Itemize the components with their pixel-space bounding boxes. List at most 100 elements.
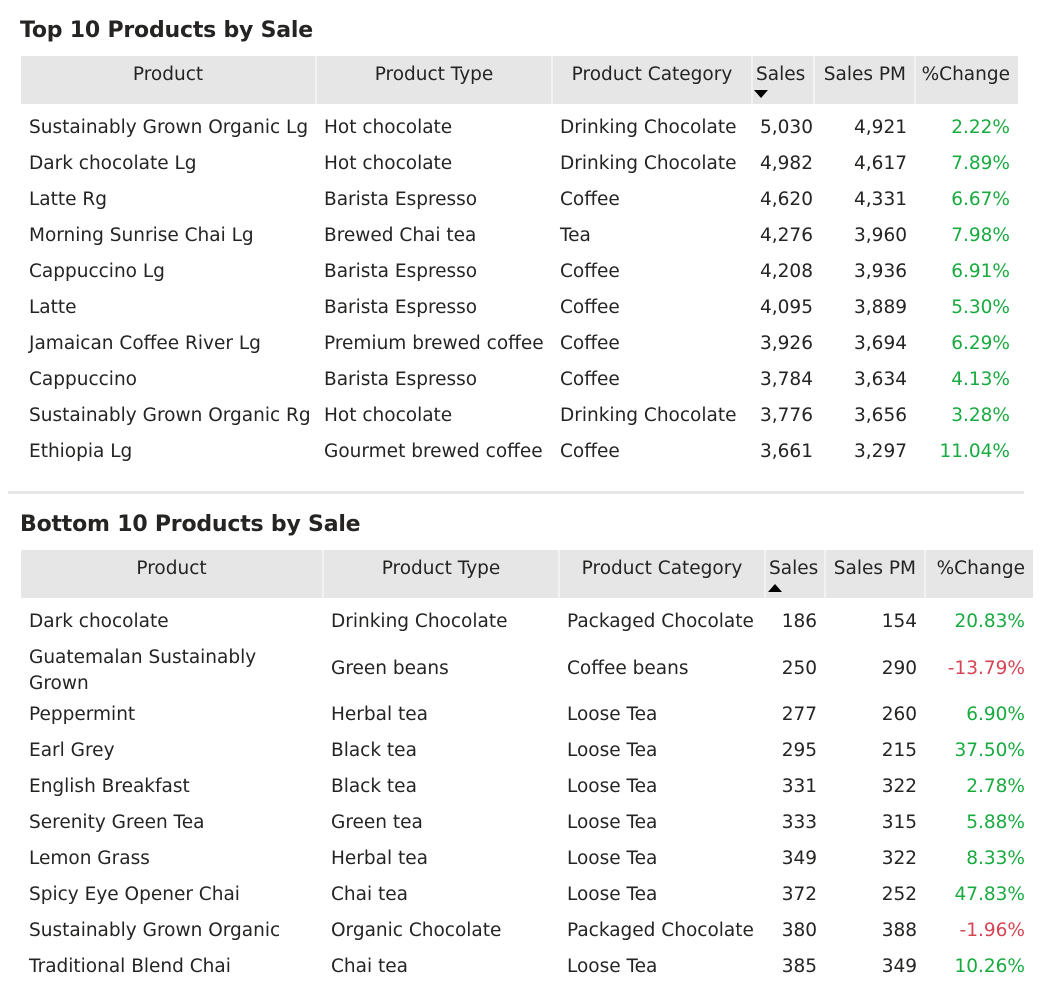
cell-sales: 4,095 — [760, 297, 813, 318]
table-row[interactable]: Dark chocolate Lg Hot chocolate Drinking C… — [21, 146, 1018, 182]
table-row[interactable]: Earl Grey Black tea Loose Tea 295 215 37.50% — [21, 733, 1033, 769]
column-header-product-type[interactable]: Product Type — [322, 550, 559, 598]
cell-product-category: Loose Tea — [567, 884, 658, 905]
cell-product: Traditional Blend Chai — [29, 956, 231, 977]
cell-product: Morning Sunrise Chai Lg — [29, 225, 254, 246]
cell-product: Dark chocolate Lg — [29, 153, 197, 174]
cell-sales-pm: 290 — [881, 657, 917, 679]
cell-product-type: Barista Espresso — [324, 297, 478, 318]
cell-product: Sustainably Grown Organic Lg — [29, 117, 309, 138]
bottom-products-visual: Bottom 10 Products by Sale Product Produ… — [0, 496, 1054, 994]
cell-product: Ethiopia Lg — [29, 441, 133, 462]
table-row[interactable]: Morning Sunrise Chai Lg Brewed Chai tea Te… — [21, 218, 1018, 254]
cell-change: 47.83% — [954, 884, 1025, 905]
cell-sales-pm: 322 — [881, 776, 917, 797]
cell-product: Sustainably Grown Organic Rg — [29, 405, 311, 426]
cell-sales: 333 — [781, 812, 817, 833]
table-row[interactable]: Traditional Blend Chai Chai tea Loose Tea 3… — [21, 949, 1033, 985]
cell-sales-pm: 252 — [881, 884, 917, 905]
cell-sales: 277 — [781, 704, 817, 725]
cell-product-type: Barista Espresso — [324, 369, 478, 390]
cell-change: 10.26% — [954, 956, 1025, 977]
cell-product-category: Coffee — [560, 441, 620, 462]
cell-sales-pm: 349 — [881, 956, 917, 977]
cell-product: Sustainably Grown Organic — [29, 920, 281, 941]
cell-product-type: Brewed Chai tea — [324, 225, 477, 246]
cell-product-type: Hot chocolate — [324, 405, 453, 426]
cell-sales-pm: 322 — [881, 848, 917, 869]
top-products-title: Top 10 Products by Sale — [20, 18, 313, 43]
table-row[interactable]: Cappuccino Lg Barista Espresso Coffee 4,208… — [21, 254, 1018, 290]
cell-product-type: Premium brewed coffee — [324, 333, 544, 354]
cell-change: 6.90% — [966, 704, 1025, 725]
table-row[interactable]: Cappuccino Barista Espresso Coffee 3,784 3,6… — [21, 362, 1018, 398]
cell-sales: 4,620 — [760, 189, 813, 210]
column-header-sales[interactable]: Sales — [764, 550, 825, 598]
cell-sales-pm: 4,921 — [854, 117, 907, 138]
cell-change: 6.67% — [951, 189, 1010, 210]
cell-product-type: Gourmet brewed coffee — [324, 441, 543, 462]
cell-product-type: Hot chocolate — [324, 117, 453, 138]
cell-product: Spicy Eye Opener Chai — [29, 884, 240, 905]
cell-product-type: Green tea — [331, 812, 423, 833]
cell-sales: 331 — [781, 776, 817, 797]
column-header-change[interactable]: %Change — [914, 56, 1018, 104]
cell-change: -13.79% — [947, 657, 1025, 679]
cell-product-type: Herbal tea — [331, 704, 428, 725]
table-row[interactable]: Latte Rg Barista Espresso Coffee 4,620 4,331… — [21, 182, 1018, 218]
cell-product-type: Drinking Chocolate — [331, 611, 508, 632]
cell-product: Peppermint — [29, 704, 136, 725]
cell-sales-pm: 3,656 — [854, 405, 907, 426]
cell-product-category: Loose Tea — [567, 740, 658, 761]
table-row[interactable]: Spicy Eye Opener Chai Chai tea Loose Tea 37… — [21, 877, 1033, 913]
cell-product: English Breakfast — [29, 776, 190, 797]
cell-sales: 3,776 — [760, 405, 813, 426]
cell-change: 7.89% — [951, 153, 1010, 174]
table-row[interactable]: Jamaican Coffee River Lg Premium brewed c… — [21, 326, 1018, 362]
cell-product-category: Packaged Chocolate — [567, 611, 754, 632]
table-header-row: Product Product Type Product Category Sa… — [21, 550, 1033, 598]
cell-product-category: Packaged Chocolate — [567, 920, 754, 941]
cell-product-category: Loose Tea — [567, 776, 658, 797]
cell-product-type: Organic Chocolate — [331, 920, 502, 941]
bottom-products-table: Product Product Type Product Category Sa… — [21, 550, 1033, 985]
table-row[interactable]: Sustainably Grown Organic Lg Hot chocolat… — [21, 104, 1018, 146]
column-header-sales[interactable]: Sales — [751, 56, 814, 104]
cell-sales-pm: 3,960 — [854, 225, 907, 246]
cell-product-type: Herbal tea — [331, 848, 428, 869]
table-row[interactable]: Guatemalan Sustainably Grown Green beans C… — [21, 640, 1033, 697]
cell-sales-pm: 4,617 — [854, 153, 907, 174]
table-row[interactable]: Sustainably Grown Organic Organic Chocola… — [21, 913, 1033, 949]
cell-sales-pm: 4,331 — [854, 189, 907, 210]
cell-product-category: Loose Tea — [567, 956, 658, 977]
cell-product-category: Drinking Chocolate — [560, 405, 737, 426]
cell-sales-pm: 215 — [881, 740, 917, 761]
column-header-sales-pm[interactable]: Sales PM — [824, 550, 925, 598]
cell-product: Earl Grey — [29, 740, 115, 761]
cell-product-type: Chai tea — [331, 956, 408, 977]
sort-ascending-icon[interactable] — [768, 584, 782, 592]
cell-product: Cappuccino — [29, 369, 137, 390]
column-header-change[interactable]: %Change — [924, 550, 1033, 598]
cell-change: -1.96% — [959, 920, 1025, 941]
table-row[interactable]: Dark chocolate Drinking Chocolate Packaged… — [21, 598, 1033, 640]
cell-sales-pm: 154 — [881, 611, 917, 632]
column-header-product-type[interactable]: Product Type — [315, 56, 552, 104]
table-row[interactable]: Sustainably Grown Organic Rg Hot chocolat… — [21, 398, 1018, 434]
table-row[interactable]: Lemon Grass Herbal tea Loose Tea 349 322 8.33… — [21, 841, 1033, 877]
table-row[interactable]: Serenity Green Tea Green tea Loose Tea 333 3… — [21, 805, 1033, 841]
table-row[interactable]: Ethiopia Lg Gourmet brewed coffee Coffee 3,… — [21, 434, 1018, 470]
cell-sales-pm: 260 — [881, 704, 917, 725]
cell-sales-pm: 3,694 — [854, 333, 907, 354]
table-row[interactable]: English Breakfast Black tea Loose Tea 331 32… — [21, 769, 1033, 805]
table-row[interactable]: Peppermint Herbal tea Loose Tea 277 260 6.90% — [21, 697, 1033, 733]
column-header-product-category[interactable]: Product Category — [558, 550, 765, 598]
cell-sales: 385 — [781, 956, 817, 977]
column-header-product[interactable]: Product — [21, 56, 316, 104]
column-header-product-category[interactable]: Product Category — [551, 56, 752, 104]
cell-product-category: Tea — [560, 225, 591, 246]
column-header-product[interactable]: Product — [21, 550, 323, 598]
column-header-sales-pm[interactable]: Sales PM — [813, 56, 915, 104]
sort-descending-icon[interactable] — [754, 90, 768, 98]
table-row[interactable]: Latte Barista Espresso Coffee 4,095 3,889 5.3… — [21, 290, 1018, 326]
